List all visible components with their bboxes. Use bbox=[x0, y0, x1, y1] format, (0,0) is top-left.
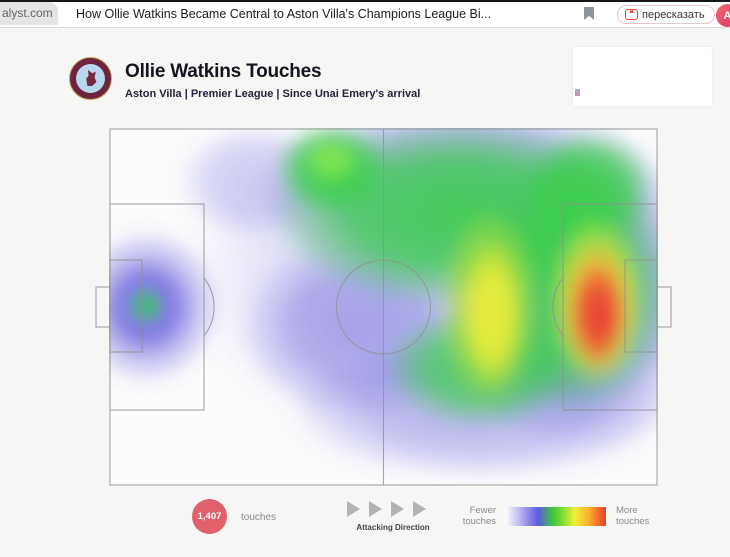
arrow-right-icon bbox=[369, 501, 382, 517]
left-goal bbox=[95, 286, 111, 328]
arrow-right-icon bbox=[391, 501, 404, 517]
pitch-heatmap bbox=[95, 128, 672, 486]
browser-tab-bar: alyst.com How Ollie Watkins Became Centr… bbox=[0, 2, 730, 27]
tab-active-title: How Ollie Watkins Became Central to Asto… bbox=[76, 6, 492, 21]
attacking-direction-arrows bbox=[347, 501, 426, 517]
page-subtitle: Aston Villa | Premier League | Since Una… bbox=[125, 88, 421, 100]
quote-bubble-icon: ❝ bbox=[625, 9, 638, 20]
tab-active[interactable]: How Ollie Watkins Became Central to Asto… bbox=[60, 2, 616, 25]
assistant-icon-letter: A bbox=[723, 9, 730, 22]
aston-villa-crest bbox=[69, 57, 112, 100]
right-penalty-arc bbox=[552, 277, 564, 337]
attacking-direction-label: Attacking Direction bbox=[356, 523, 430, 532]
arrow-right-icon bbox=[347, 501, 360, 517]
left-penalty-arc bbox=[203, 277, 215, 337]
right-goal bbox=[656, 286, 672, 328]
chrome-divider bbox=[0, 27, 730, 28]
arrow-right-icon bbox=[413, 501, 426, 517]
crest-lion-icon bbox=[86, 70, 97, 86]
overlay-box-speck bbox=[575, 89, 580, 96]
legend-fewer-line2: touches bbox=[462, 516, 496, 527]
legend-gradient-bar bbox=[505, 507, 606, 526]
center-circle bbox=[335, 259, 432, 355]
legend-fewer-line1: Fewer bbox=[469, 505, 496, 516]
legend-more-touches: More touches bbox=[616, 505, 668, 527]
overlay-box bbox=[573, 47, 712, 106]
summarize-button-label: пересказать bbox=[642, 8, 705, 21]
touches-label: touches bbox=[241, 512, 277, 523]
crest-inner-circle bbox=[76, 64, 105, 93]
touches-count: 1,407 bbox=[197, 511, 222, 522]
page-title: Ollie Watkins Touches bbox=[125, 61, 322, 82]
legend-more-line1: More bbox=[616, 505, 638, 516]
legend-fewer-touches: Fewer touches bbox=[444, 505, 496, 527]
summarize-button[interactable]: ❝ пересказать bbox=[617, 5, 715, 24]
assistant-icon[interactable]: A bbox=[716, 4, 730, 27]
pitch-lines bbox=[95, 128, 672, 486]
bookmark-icon[interactable] bbox=[584, 7, 594, 20]
window-top-edge bbox=[0, 0, 730, 2]
tab-inactive[interactable]: alyst.com bbox=[0, 2, 58, 25]
tab-inactive-label: alyst.com bbox=[2, 6, 53, 20]
touches-count-badge: 1,407 bbox=[192, 499, 227, 534]
legend-more-line2: touches bbox=[616, 516, 650, 527]
